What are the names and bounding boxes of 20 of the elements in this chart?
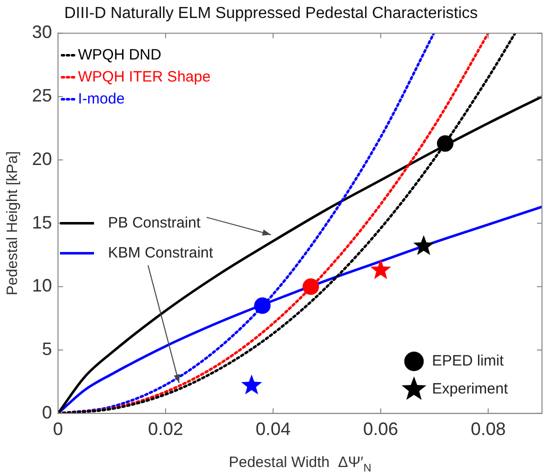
x-tick-label: 0.06: [363, 419, 398, 440]
legend-label: PB Constraint: [108, 214, 202, 232]
legend-label: Experiment: [432, 380, 509, 398]
y-tick-label: 0: [42, 402, 52, 422]
legend-label: WPQH DND: [78, 46, 162, 64]
x-tick-label: 0.02: [148, 419, 184, 440]
legend-label: EPED limit: [432, 352, 505, 370]
y-tick-label: 10: [32, 276, 52, 296]
legend-label: WPQH ITER Shape: [78, 68, 211, 86]
chart-title: DIII-D Naturally ELM Suppressed Pedestal Characteristics: [64, 5, 478, 22]
legend-label: KBM Constraint: [108, 244, 214, 262]
y-tick-label: 30: [32, 22, 52, 42]
y-tick-label: 25: [32, 86, 52, 106]
x-tick-label: 0.04: [256, 419, 291, 440]
y-tick-label: 5: [42, 339, 52, 359]
y-axis-title: Pedestal Height [kPa]: [4, 151, 22, 296]
y-tick-label: 15: [32, 212, 52, 232]
legend-label: I-mode: [78, 90, 125, 108]
y-tick-label: 20: [32, 148, 52, 169]
x-tick-label: 0.08: [470, 419, 506, 440]
